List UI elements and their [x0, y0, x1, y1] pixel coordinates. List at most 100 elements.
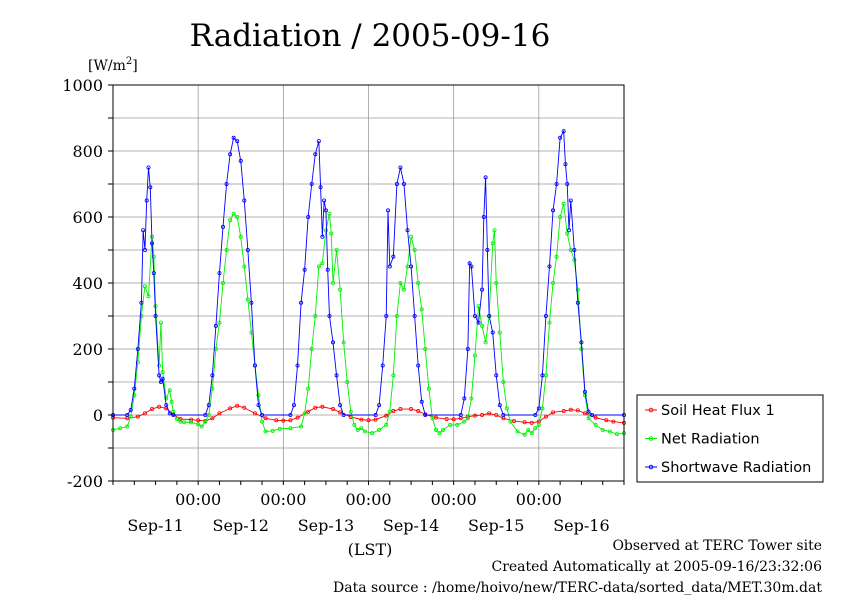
data-point — [462, 419, 467, 424]
data-point — [316, 264, 321, 269]
data-point — [455, 422, 460, 427]
data-point — [462, 396, 467, 401]
data-point — [334, 373, 339, 378]
data-point — [423, 412, 428, 417]
data-point — [522, 420, 527, 425]
data-point — [334, 247, 339, 252]
y-unit-label: [W/m2] — [88, 56, 138, 74]
data-point — [373, 417, 378, 422]
data-point — [352, 422, 357, 427]
data-point — [144, 198, 149, 203]
data-point — [593, 415, 598, 420]
data-point — [387, 264, 392, 269]
data-point — [320, 261, 325, 266]
data-point — [224, 181, 229, 186]
data-point — [309, 181, 314, 186]
data-point — [536, 406, 541, 411]
data-point — [338, 410, 343, 415]
data-point — [148, 185, 153, 190]
data-point — [146, 294, 151, 299]
x-tick-label-time: 00:00 — [260, 490, 306, 509]
data-point — [277, 426, 282, 431]
data-point — [426, 386, 431, 391]
y-tick-label: 600 — [72, 208, 103, 227]
data-point — [543, 414, 548, 419]
data-point — [132, 386, 137, 391]
data-point — [551, 410, 556, 415]
data-point — [263, 429, 268, 434]
data-point — [157, 373, 162, 378]
data-point — [398, 165, 403, 170]
data-point — [568, 198, 573, 203]
data-point — [582, 411, 587, 416]
data-point — [167, 411, 172, 416]
data-point — [338, 403, 343, 408]
data-point — [409, 407, 414, 412]
data-point — [586, 416, 591, 421]
data-point — [139, 300, 144, 305]
data-point — [419, 307, 424, 312]
data-point — [405, 228, 410, 233]
data-point — [416, 363, 421, 368]
plot-frame — [112, 84, 625, 482]
y-unit-base: [W/m — [88, 58, 126, 74]
data-point — [386, 208, 391, 213]
data-point — [412, 247, 417, 252]
data-point — [508, 419, 513, 424]
data-point — [437, 431, 442, 436]
x-tick-label-date: Sep-15 — [468, 516, 524, 535]
data-point — [572, 247, 577, 252]
data-point — [380, 363, 385, 368]
data-point — [331, 407, 336, 412]
chart-title: Radiation / 2005-09-16 — [190, 18, 551, 54]
data-point — [302, 411, 307, 416]
y-unit-close: ] — [132, 58, 137, 74]
data-point — [355, 427, 360, 432]
data-point — [384, 313, 389, 318]
legend-swatch-marker — [648, 436, 654, 441]
data-point — [299, 300, 304, 305]
data-point — [501, 412, 506, 417]
data-point — [118, 426, 123, 431]
data-point — [401, 181, 406, 186]
data-point — [160, 376, 165, 381]
data-point — [128, 408, 133, 413]
data-point — [295, 415, 300, 420]
x-tick-label-date: Sep-16 — [553, 516, 609, 535]
data-point — [196, 422, 201, 427]
data-point — [469, 264, 474, 269]
data-point — [125, 424, 130, 429]
data-point — [132, 393, 137, 398]
data-point — [252, 363, 257, 368]
data-point — [494, 280, 499, 285]
data-point — [582, 389, 587, 394]
data-point — [135, 414, 140, 419]
data-point — [391, 373, 396, 378]
x-tick-label-time: 00:00 — [431, 490, 477, 509]
data-point — [384, 413, 389, 418]
data-point — [331, 340, 336, 345]
data-point — [245, 247, 250, 252]
data-point — [377, 427, 382, 432]
data-point — [409, 264, 414, 269]
data-point — [614, 432, 619, 437]
data-point — [245, 297, 250, 302]
data-point — [504, 406, 509, 411]
data-point — [306, 214, 311, 219]
data-point — [256, 393, 261, 398]
data-point — [604, 418, 609, 423]
data-point — [492, 228, 497, 233]
data-point — [157, 404, 162, 409]
data-point — [593, 422, 598, 427]
data-point — [228, 406, 233, 411]
data-point — [174, 416, 179, 421]
data-point — [338, 287, 343, 292]
data-point — [551, 280, 556, 285]
x-tick-label-date: Sep-13 — [298, 516, 354, 535]
data-point — [558, 135, 563, 140]
data-point — [150, 241, 155, 246]
data-point — [217, 411, 222, 416]
data-point — [164, 396, 169, 401]
data-point — [235, 214, 240, 219]
data-point — [329, 231, 334, 236]
